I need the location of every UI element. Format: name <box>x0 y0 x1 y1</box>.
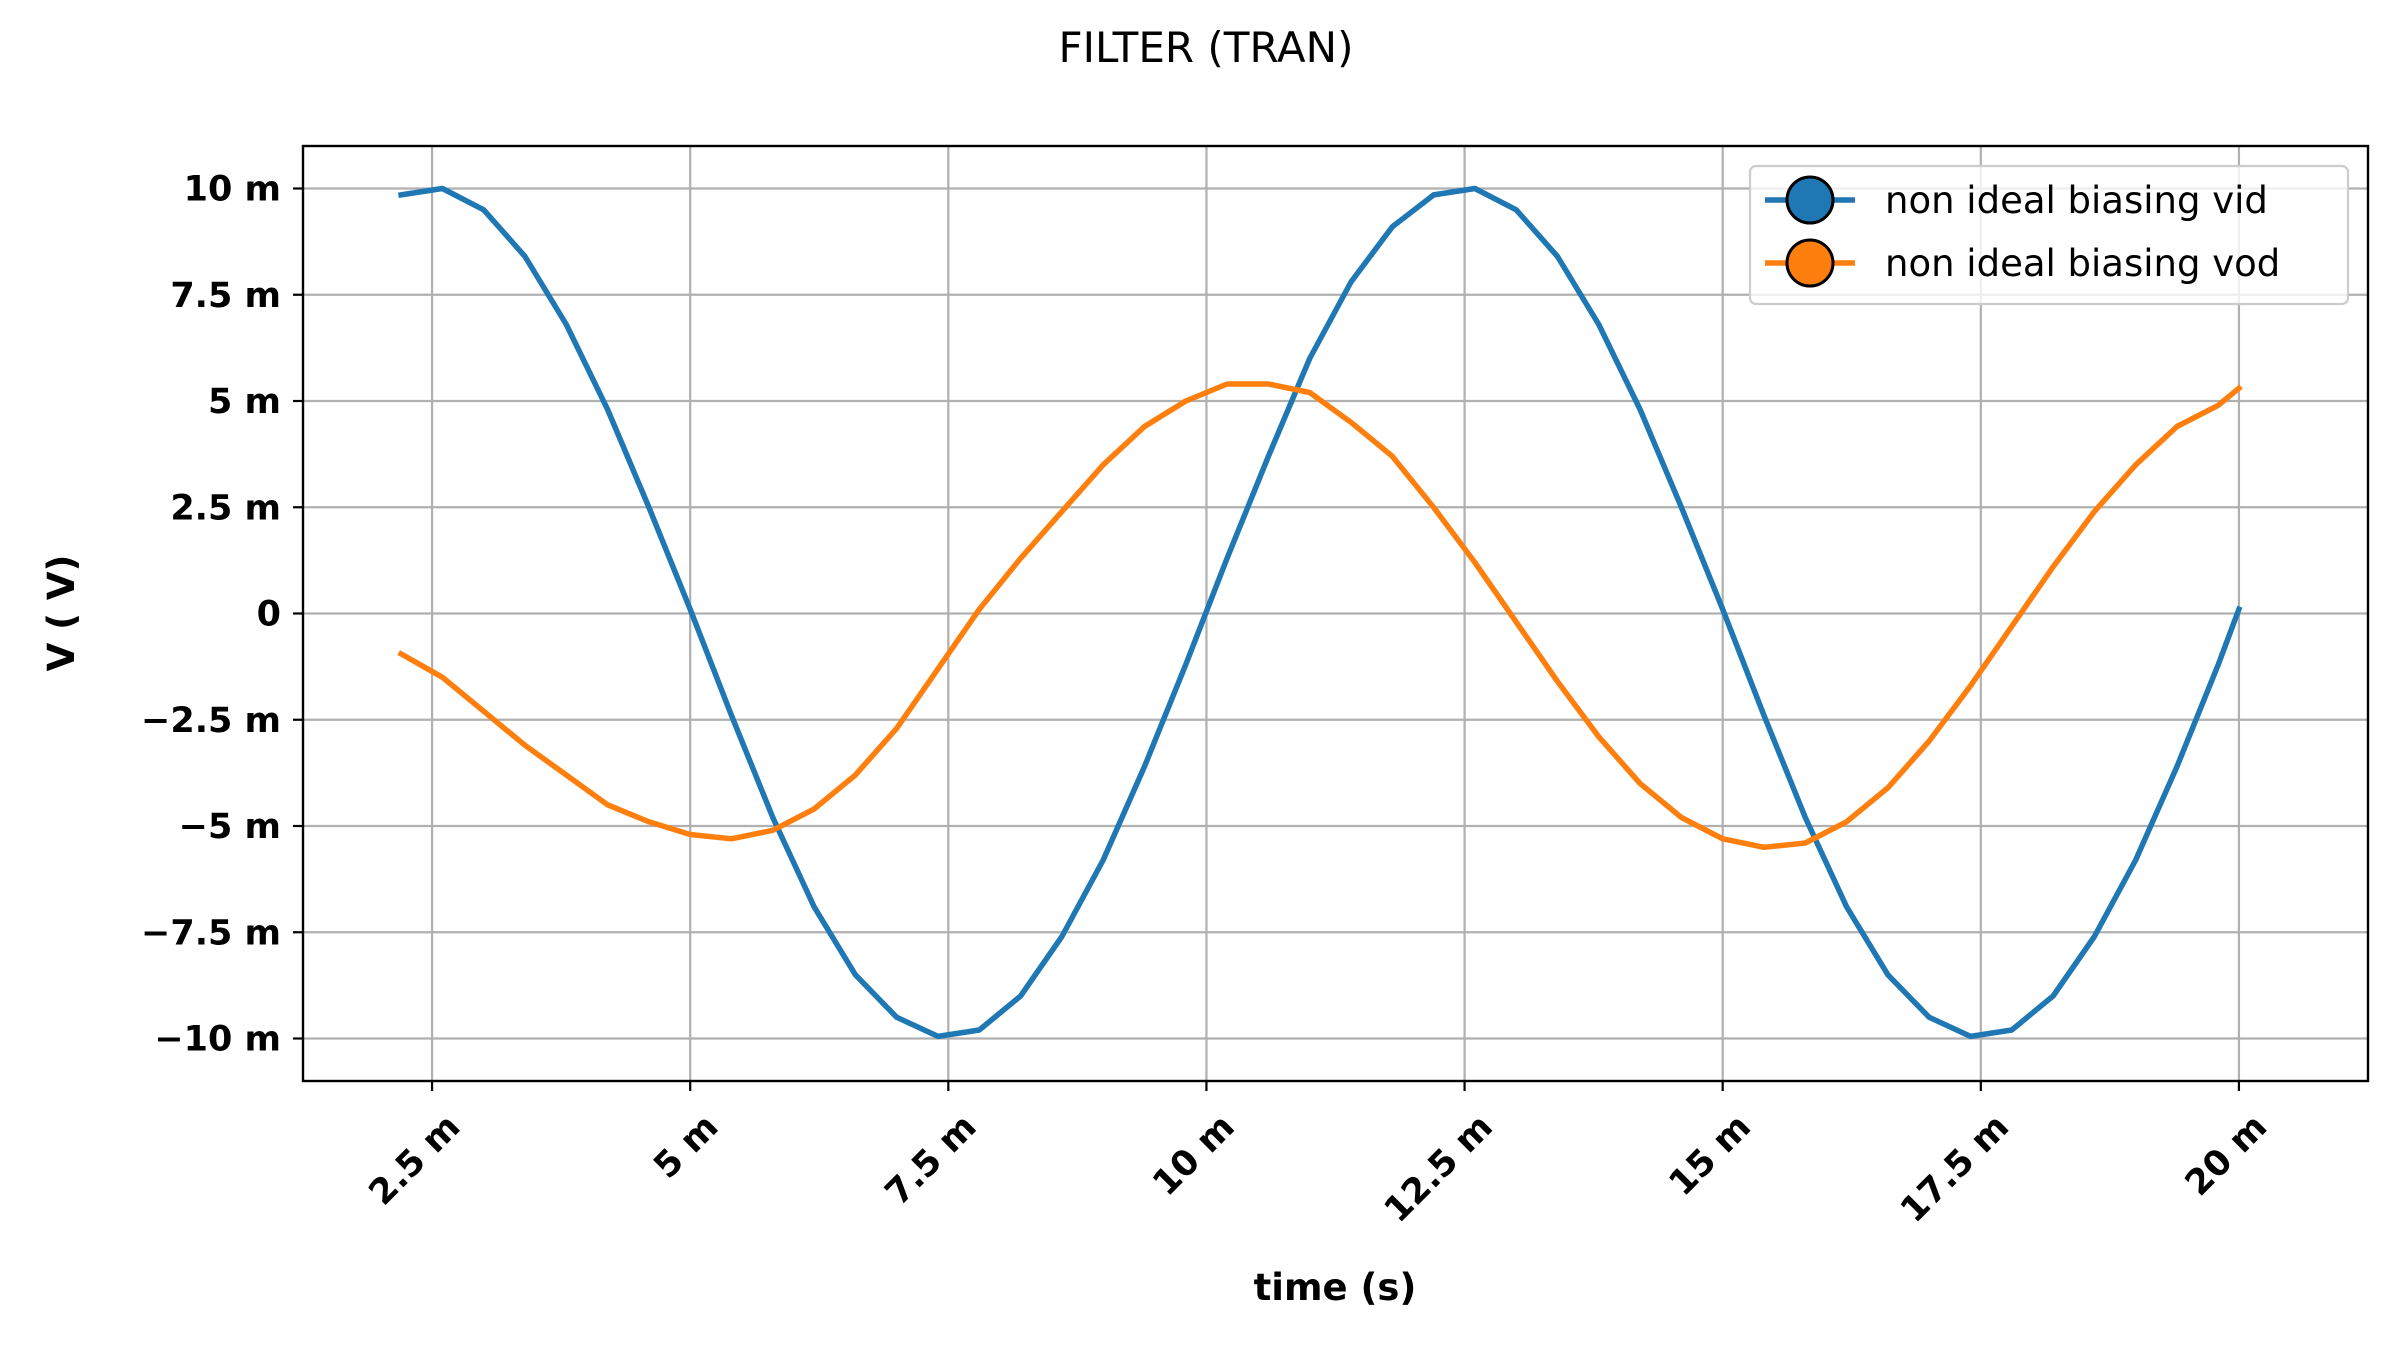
y-tick-label: −10 m <box>154 1020 281 1060</box>
y-tick-label: −7.5 m <box>141 913 281 953</box>
legend: non ideal biasing vid non ideal biasing v… <box>1748 164 2350 306</box>
x-axis-label: time (s) <box>1254 1266 1417 1309</box>
grid <box>303 146 2368 1081</box>
series-line-1 <box>397 185 2243 1040</box>
y-axis-label: V ( V) <box>40 555 83 672</box>
y-tick-label: −5 m <box>179 807 281 847</box>
legend-marker-2 <box>1785 238 1835 288</box>
y-tick-label: −2.5 m <box>141 701 281 741</box>
y-tick-label: 7.5 m <box>170 276 281 316</box>
series-line-2 <box>397 381 2243 851</box>
y-tick-label: 5 m <box>208 382 281 422</box>
y-tick-label: 0 <box>257 595 281 635</box>
chart-title: FILTER (TRAN) <box>1059 23 1354 72</box>
y-axis: 10 m 7.5 m 5 m 2.5 m 0 −2.5 m −5 m −7.5 m −10 m <box>141 170 303 1060</box>
legend-marker-1 <box>1785 175 1835 225</box>
legend-box <box>1748 164 2350 306</box>
series-lines <box>397 185 2243 1040</box>
y-tick-label: 10 m <box>184 170 281 210</box>
legend-label-1: non ideal biasing vid <box>1885 179 2268 222</box>
legend-label-2: non ideal biasing vod <box>1885 242 2280 285</box>
y-tick-label: 2.5 m <box>170 488 281 528</box>
